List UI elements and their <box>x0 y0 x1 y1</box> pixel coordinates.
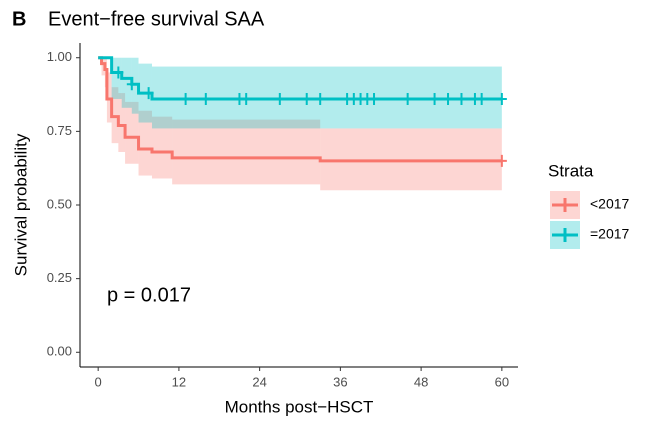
censor-mark <box>180 92 191 105</box>
x-tick-label: 36 <box>333 374 347 389</box>
confidence-band <box>101 57 105 76</box>
censor-mark <box>274 92 285 105</box>
x-tick-label: 24 <box>252 374 266 389</box>
panel-label: B <box>12 8 26 30</box>
y-tick-label: 0.25 <box>47 270 72 285</box>
censor-mark <box>369 92 380 105</box>
y-axis-label: Survival probability <box>11 133 30 276</box>
confidence-band <box>138 110 152 176</box>
y-tick-label: 0.00 <box>47 344 72 359</box>
censor-mark <box>402 92 413 105</box>
censor-mark <box>429 92 440 105</box>
censor-mark <box>126 78 137 91</box>
confidence-band <box>151 116 173 179</box>
censor-mark <box>443 92 454 105</box>
y-tick-label: 0.75 <box>47 123 72 138</box>
y-tick-label: 1.00 <box>47 49 72 64</box>
confidence-band <box>172 119 321 185</box>
legend-key-line <box>552 228 578 242</box>
censor-mark <box>456 92 467 105</box>
confidence-band <box>121 57 132 108</box>
legend-label: <2017 <box>590 196 630 212</box>
p-value: p = 0.017 <box>107 284 191 306</box>
x-tick-label: 60 <box>495 374 509 389</box>
censor-mark <box>315 92 326 105</box>
legend-title: Strata <box>548 161 594 180</box>
censor-mark <box>113 66 124 79</box>
censor-mark <box>496 92 507 105</box>
survival-line <box>98 56 502 163</box>
x-tick-label: 48 <box>414 374 428 389</box>
x-axis-label: Months post−HSCT <box>225 397 374 416</box>
confidence-band <box>125 101 139 164</box>
censor-mark <box>301 92 312 105</box>
x-tick-label: 0 <box>95 374 102 389</box>
y-tick-label: 0.50 <box>47 196 72 211</box>
censor-mark <box>143 87 154 100</box>
legend-key-line <box>552 198 578 212</box>
legend-label: =2017 <box>590 226 630 242</box>
censor-mark <box>476 92 487 105</box>
chart-title: Event−free survival SAA <box>48 8 265 30</box>
x-tick-label: 12 <box>172 374 186 389</box>
censor-mark <box>241 92 252 105</box>
censor-mark <box>496 154 507 167</box>
confidence-band <box>118 93 126 152</box>
censor-mark <box>200 92 211 105</box>
confidence-band <box>111 57 122 99</box>
